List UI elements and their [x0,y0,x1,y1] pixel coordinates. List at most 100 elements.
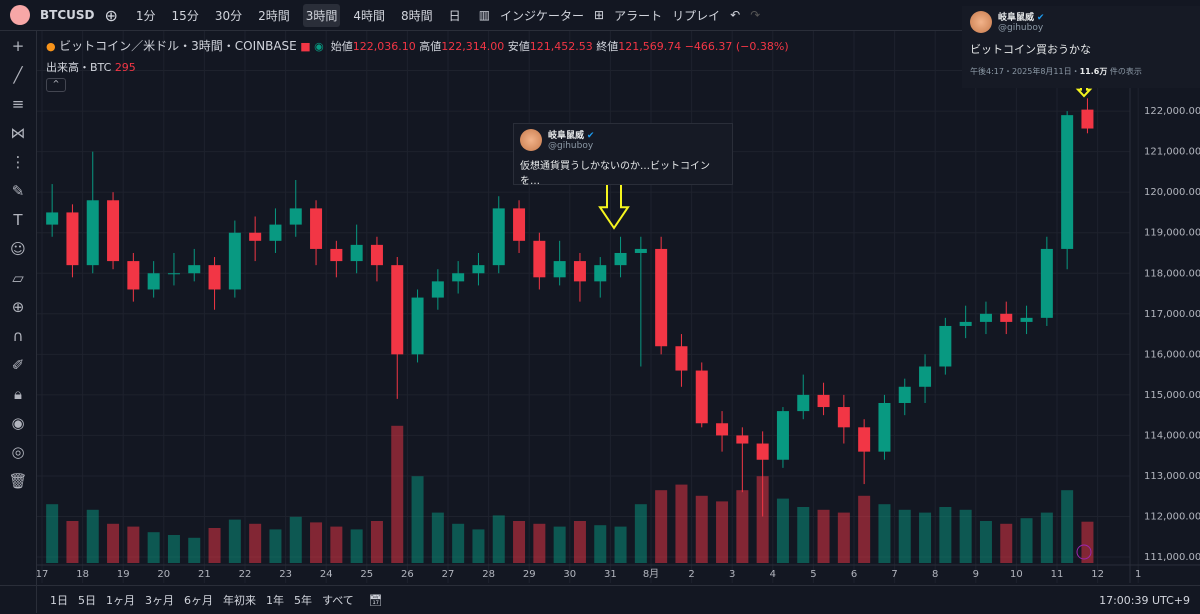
volume-bar [86,509,99,563]
symbol[interactable]: BTCUSD [40,8,95,22]
tool[interactable]: ≡ [11,95,25,113]
candle-body [289,208,302,225]
interval[interactable]: 4時間 [353,8,386,23]
volume-bar [269,529,282,563]
redo[interactable]: ↷ [750,8,761,22]
volume-bar [533,523,546,563]
tool[interactable]: 🗑︎ [8,472,28,490]
drawing-toolbar: + ╱ ≡ ⋈ ⋮ ✎ T ☺ ▱ ⊕ ∩ ✐ 🔒︎ ◉ ◎ 🗑︎ [0,31,37,613]
tweet-text: ビットコイン買おうかな [970,43,1091,56]
volume-bar [330,526,343,563]
volume-bar [1000,523,1013,563]
volume-bar [1040,512,1053,563]
tool[interactable]: 🔒︎ [14,385,22,403]
volume-legend: 出来高・BTC 295 [46,59,789,75]
value: 122,314.00 [441,40,505,53]
volume-bar [716,501,729,563]
tool[interactable]: ☺ [10,240,26,258]
views-suffix: 件の表示 [1109,67,1142,76]
x-tick-label: 3 [729,569,735,580]
candle-body [979,313,992,322]
tool[interactable]: ⋈ [10,124,26,142]
interval[interactable]: 15分 [171,8,199,23]
candle-body [594,265,607,282]
interval[interactable]: 日 [448,8,461,23]
y-tick-label: 114,000.00 [1144,430,1200,441]
candle-body [66,212,79,266]
candle-body [1081,109,1094,129]
y-tick-label: 119,000.00 [1144,228,1200,239]
x-tick-label: 24 [320,569,333,580]
undo[interactable]: ↶ [730,8,741,22]
tool[interactable]: ✎ [11,182,25,200]
interval[interactable]: 2時間 [258,8,290,23]
tool[interactable]: T [13,211,23,229]
tool[interactable]: ∩ [12,327,24,345]
tool[interactable]: ✐ [11,356,25,374]
indicators[interactable]: インジケーター [500,8,585,23]
y-tick-label: 115,000.00 [1144,390,1200,401]
range[interactable]: 5日 [78,594,96,607]
candle-body [452,273,465,282]
x-tick-label: 31 [604,569,617,580]
name: 岐阜鼠威 [998,13,1035,23]
volume-bar [858,495,871,563]
range[interactable]: 1年 [266,594,284,607]
candle-body [878,402,891,452]
collapse[interactable]: ^ [46,78,66,92]
alert[interactable]: アラート [614,8,663,23]
add-symbol[interactable]: ⊕ [104,5,118,25]
volume-bar [776,498,789,563]
range[interactable]: 1日 [50,594,68,607]
x-tick-label: 5 [810,569,816,580]
tool[interactable]: ⊕ [11,298,25,316]
interval[interactable]: 8時間 [401,8,433,23]
candle-icon[interactable]: ▥ [478,8,491,22]
range[interactable]: 1ヶ月 [106,594,135,607]
range[interactable]: 年初来 [223,594,256,607]
candle-body [1000,313,1013,322]
x-tick-label: 17 [36,569,49,580]
avatar[interactable] [10,5,30,25]
candle-body [249,232,262,241]
interval[interactable]: 1分 [135,8,156,23]
calendar[interactable]: 📅︎ [368,593,383,607]
tweet-text: 仮想通貨買うしかないのか…ビットコインを… [520,161,710,187]
range[interactable]: すべて [322,594,354,607]
candle-body [614,252,627,266]
candle-body [898,386,911,403]
range[interactable]: 5年 [294,594,312,607]
y-tick-label: 117,000.00 [1144,309,1200,320]
x-tick-label: 12 [1091,569,1104,580]
interval[interactable]: 3時間 [302,3,341,27]
candle-body [736,435,749,444]
candle-body [391,265,404,355]
volume-bar [310,522,323,563]
volume-bar [66,521,79,563]
tool[interactable]: ▱ [12,269,24,287]
candle-body [1061,115,1074,249]
candle-body [350,244,363,262]
flag: ■ [300,40,311,53]
x-tick-label: 4 [770,569,776,580]
y-tick-label: 113,000.00 [1144,471,1200,482]
y-tick-label: 122,000.00 [1144,106,1200,117]
replay[interactable]: リプレイ [672,8,721,23]
label: 高値 [419,40,442,53]
tool[interactable]: ⋮ [10,153,26,171]
tweet-meta: 午後4:17・2025年8月11日・11.6万 件の表示 [970,66,1200,77]
range[interactable]: 6ヶ月 [184,594,213,607]
x-tick-label: 19 [117,569,130,580]
tool[interactable]: + [11,37,25,55]
volume-bar [370,521,383,563]
interval[interactable]: 30分 [214,8,243,23]
layout-icon[interactable]: ⊞ [594,8,605,22]
range[interactable]: 3ヶ月 [145,594,174,607]
tool[interactable]: ╱ [13,66,23,84]
x-tick-label: 22 [239,569,252,580]
candle-body [188,265,201,274]
views: 11.6万 [1079,67,1108,76]
tool[interactable]: ◎ [11,443,25,461]
tool[interactable]: ◉ [11,414,25,432]
x-tick-label: 21 [198,569,211,580]
